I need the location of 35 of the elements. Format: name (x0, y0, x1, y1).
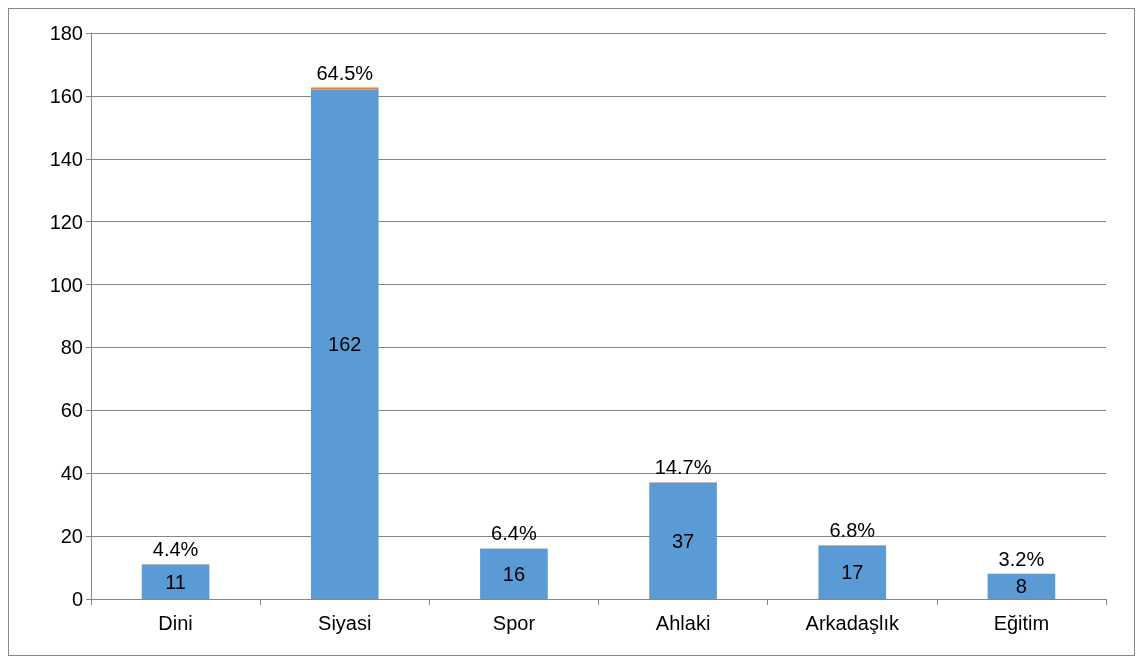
data-label: 3.2% (998, 547, 1045, 570)
y-tick-label: 180 (49, 22, 83, 44)
y-tick-label: 140 (49, 147, 83, 170)
x-tick-label: Siyasi (318, 612, 372, 634)
data-label: 14.7% (654, 456, 712, 479)
data-label: 4.4% (152, 538, 199, 561)
data-label: 16 (502, 562, 526, 585)
x-tick-label: Arkadaşlık (805, 612, 900, 634)
data-label: 17 (841, 561, 864, 584)
x-tick-label: Spor (492, 612, 536, 634)
y-tick-label: 80 (60, 336, 83, 359)
data-label: 37 (671, 529, 695, 552)
y-tick-label: 0 (71, 588, 83, 610)
bar (987, 573, 1056, 599)
x-tick-label: Eğitim (993, 612, 1050, 634)
data-label: 6.8% (829, 519, 876, 542)
y-tick-label: 160 (49, 84, 83, 107)
data-label: 8 (1015, 575, 1027, 598)
y-tick-label: 60 (60, 399, 83, 422)
data-label: 162 (328, 333, 362, 356)
bar (310, 87, 379, 90)
x-tick-label: Dini (158, 612, 193, 634)
y-tick-label: 40 (60, 462, 83, 485)
x-tick-label: Ahlaki (655, 612, 711, 634)
data-label: 6.4% (491, 522, 537, 545)
data-label: 11 (165, 570, 186, 593)
y-tick-label: 120 (49, 210, 83, 233)
y-tick-label: 20 (60, 525, 83, 548)
bar (818, 545, 887, 599)
bar (310, 89, 379, 599)
bar (141, 564, 210, 599)
bar (480, 548, 548, 599)
data-label: 64.5% (316, 61, 374, 84)
y-tick-label: 100 (49, 273, 83, 296)
bar (649, 482, 717, 599)
